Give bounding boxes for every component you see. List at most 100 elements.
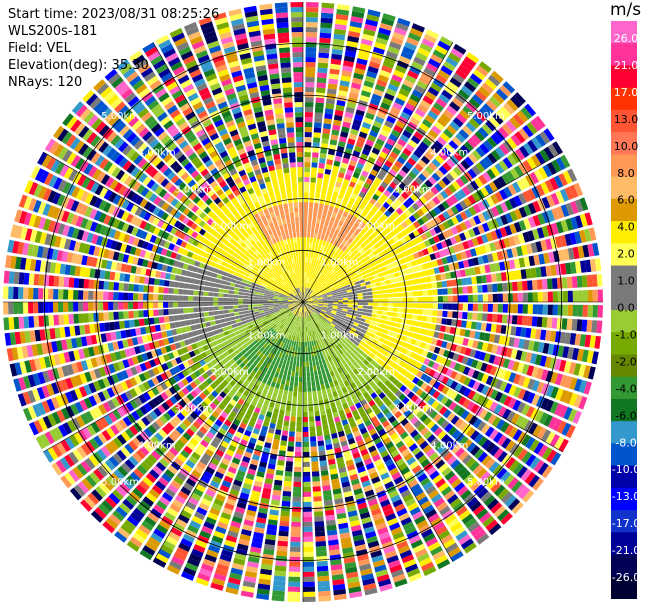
ray-gate (166, 104, 178, 115)
ray-gate (453, 43, 467, 55)
ray-gate (66, 420, 77, 433)
ray-gate (317, 284, 322, 289)
ray-gate (107, 250, 115, 260)
ray-gate (351, 11, 365, 19)
ray-gate (280, 214, 286, 220)
ray-gate (303, 292, 305, 298)
ray-gate (273, 232, 278, 238)
ray-gate (180, 158, 190, 167)
ray-gate (356, 207, 363, 214)
ray-gate (222, 83, 234, 92)
ray-gate (308, 252, 311, 258)
ray-gate (273, 273, 279, 279)
ray-gate (430, 144, 441, 154)
ray-gate (21, 345, 29, 359)
ray-gate (233, 312, 240, 316)
ray-gate (148, 293, 154, 301)
ray-gate (228, 290, 234, 294)
ray-gate (577, 290, 583, 302)
ray-gate (228, 302, 234, 306)
ray-gate (281, 152, 288, 159)
ray-gate (392, 102, 403, 111)
ray-gate (295, 117, 303, 123)
ray-gate (173, 315, 180, 321)
ray-gate (119, 320, 125, 329)
ray-gate (196, 255, 203, 262)
ray-gate (284, 228, 289, 235)
ray-gate (170, 198, 179, 207)
ray-gate (143, 318, 150, 326)
ray-gate (211, 114, 222, 123)
ray-gate (29, 359, 37, 372)
ray-gate (362, 217, 370, 225)
ray-gate (74, 374, 83, 386)
ray-gate (308, 207, 313, 213)
ray-gate (455, 224, 463, 233)
ray-gate (94, 184, 104, 196)
ray-gate (156, 332, 163, 340)
ray-gate (311, 162, 318, 168)
ray-gate (24, 330, 31, 343)
ray-gate (282, 286, 288, 291)
ray-gate (57, 128, 69, 142)
ray-gate (69, 389, 79, 402)
ray-gate (160, 248, 168, 256)
ray-gate (372, 164, 381, 173)
ray-gate (243, 298, 249, 302)
ray-gate (308, 267, 311, 273)
ray-gate (64, 454, 75, 468)
ray-gate (429, 228, 437, 237)
ray-gate (438, 213, 446, 222)
ray-gate (135, 327, 142, 336)
ray-gate (239, 209, 246, 217)
ray-gate (596, 273, 603, 287)
ray-gate (195, 323, 202, 330)
ray-gate (273, 221, 279, 227)
ray-gate (255, 315, 261, 320)
ray-gate (342, 297, 348, 300)
ray-gate (154, 278, 160, 286)
ray-gate (175, 425, 185, 435)
ray-gate (201, 372, 209, 380)
ray-gate (318, 162, 325, 169)
ray-gate (341, 288, 347, 292)
ray-gate (208, 45, 222, 54)
ray-gate (283, 203, 289, 209)
ray-gate (94, 155, 105, 167)
ray-gate (204, 316, 210, 322)
ray-gate (280, 62, 291, 68)
ray-gate (323, 252, 328, 258)
ray-gate (289, 295, 294, 299)
ray-gate (582, 244, 590, 258)
ray-gate (182, 396, 191, 405)
ray-gate (532, 228, 540, 240)
ray-gate (502, 81, 516, 94)
ray-gate (482, 103, 494, 115)
ray-gate (231, 345, 238, 352)
ray-gate (288, 304, 294, 306)
ray-gate (542, 291, 548, 302)
ray-gate (297, 242, 301, 248)
ray-gate (294, 107, 303, 113)
ray-gate (147, 119, 159, 130)
ray-gate (501, 123, 513, 136)
ray-gate (377, 290, 383, 295)
ray-gate (446, 81, 459, 92)
ray-gate (303, 292, 304, 297)
ray-gate (440, 65, 453, 76)
ray-gate (131, 226, 139, 236)
ray-gate (238, 298, 244, 302)
ray-gate (264, 322, 270, 327)
ray-gate (283, 296, 289, 299)
ray-gate (333, 246, 339, 252)
ray-gate (415, 258, 422, 265)
ray-gate (387, 206, 395, 214)
ray-gate (399, 275, 406, 282)
ray-gate (59, 164, 70, 177)
ray-gate (179, 340, 186, 348)
ray-gate (303, 297, 305, 302)
ray-gate (121, 88, 134, 100)
ray-gate (310, 172, 317, 178)
ray-gate (414, 272, 421, 279)
ray-gate (76, 446, 87, 459)
